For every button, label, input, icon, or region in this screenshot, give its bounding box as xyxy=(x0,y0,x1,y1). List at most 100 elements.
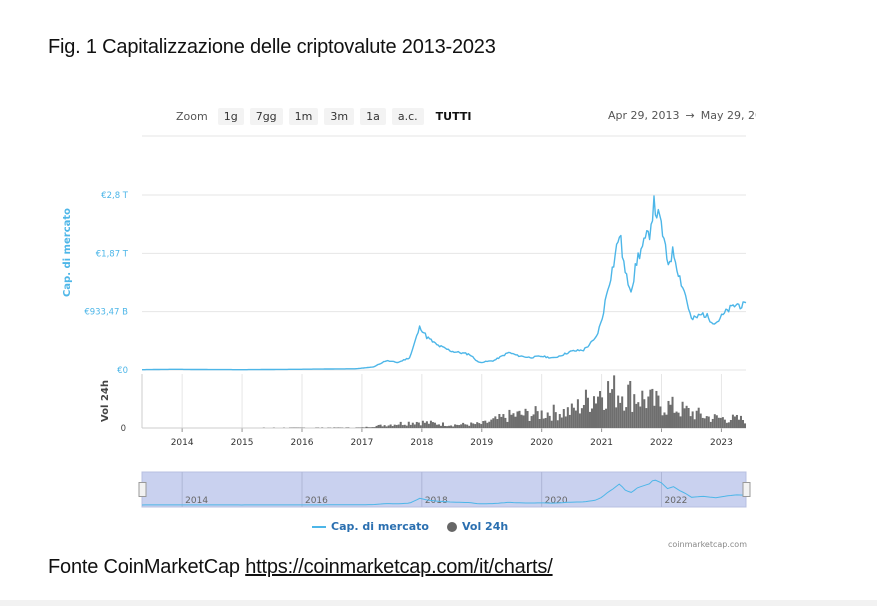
x-tick-label: 2018 xyxy=(410,438,433,448)
date-range-to[interactable]: May 29, 2023 xyxy=(700,109,756,122)
volume-bar xyxy=(719,417,722,428)
volume-bar xyxy=(526,411,529,428)
volume-bar xyxy=(460,424,463,428)
volume-bar xyxy=(403,424,406,428)
zoom-button-1d[interactable]: 1g xyxy=(217,107,244,125)
volume-bar xyxy=(524,408,527,428)
chart-credit[interactable]: coinmarketcap.com xyxy=(668,540,747,549)
date-range-from[interactable]: Apr 29, 2013 xyxy=(608,109,680,122)
zoom-button-1y[interactable]: 1a xyxy=(360,107,386,125)
volume-bar xyxy=(397,424,400,428)
volume-bar xyxy=(458,425,461,428)
volume-bar xyxy=(520,414,523,428)
volume-bar xyxy=(627,384,630,428)
volume-bar xyxy=(631,411,634,428)
volume-bar xyxy=(321,427,324,428)
volume-bar xyxy=(703,418,706,428)
y-axis-title: Cap. di mercato xyxy=(62,208,73,297)
volume-bar xyxy=(357,427,360,428)
volume-bar xyxy=(613,375,616,428)
volume-bar xyxy=(419,425,422,428)
volume-bar xyxy=(379,424,382,428)
volume-bar xyxy=(468,425,471,428)
x-tick-label: 2020 xyxy=(530,438,553,448)
zoom-button-7d[interactable]: 7gg xyxy=(249,107,283,125)
volume-bar xyxy=(580,408,583,428)
volume-bar xyxy=(488,421,491,428)
volume-bar xyxy=(534,406,537,428)
volume-bar xyxy=(413,424,416,428)
zoom-button-3m[interactable]: 3m xyxy=(324,107,355,125)
volume-bar xyxy=(637,402,640,428)
navigator-right-handle xyxy=(742,482,751,497)
volume-bar xyxy=(464,424,467,428)
volume-bar xyxy=(454,424,457,428)
volume-bar xyxy=(381,426,384,428)
volume-bar xyxy=(733,416,736,428)
volume-bar xyxy=(699,413,702,428)
zoom-button-all[interactable]: TUTTI xyxy=(435,109,472,123)
volume-bar xyxy=(681,401,684,428)
volume-bar xyxy=(375,425,378,428)
volume-bar xyxy=(421,420,424,428)
volume-bar xyxy=(437,424,440,428)
volume-bar xyxy=(377,424,380,428)
navigator-left-handle xyxy=(138,482,147,497)
volume-bar xyxy=(578,413,581,428)
volume-bar xyxy=(665,414,668,428)
x-tick-label: 2021 xyxy=(590,438,613,448)
volume-bar xyxy=(425,421,428,428)
x-tick-label: 2022 xyxy=(650,438,673,448)
legend-line-icon xyxy=(312,525,326,528)
volume-bar xyxy=(590,408,593,428)
volume-bar xyxy=(494,416,497,428)
zoom-button-1m[interactable]: 1m xyxy=(288,107,319,125)
volume-bar xyxy=(572,407,575,428)
volume-bar xyxy=(476,422,479,428)
legend-item-vol[interactable]: Vol 24h xyxy=(446,520,508,533)
volume-tick-label: 0 xyxy=(121,424,126,434)
volume-bar xyxy=(568,414,571,428)
volume-bar xyxy=(651,388,654,428)
volume-bar xyxy=(560,417,563,428)
volume-bar xyxy=(407,421,410,428)
volume-bar xyxy=(599,391,602,428)
source-prefix: Fonte CoinMarketCap xyxy=(48,556,246,578)
volume-bar xyxy=(691,411,694,428)
volume-bar xyxy=(617,395,620,428)
volume-bar xyxy=(707,416,710,428)
volume-bar xyxy=(653,405,656,428)
volume-bar xyxy=(649,389,652,428)
volume-bar xyxy=(518,410,521,428)
navigator-line xyxy=(141,479,747,506)
volume-bar xyxy=(629,380,632,428)
volume-bar xyxy=(659,406,662,428)
volume-bar xyxy=(480,424,483,428)
volume-bar xyxy=(371,427,374,428)
volume-bar xyxy=(506,421,509,428)
volume-bar xyxy=(697,407,700,428)
volume-bar xyxy=(385,426,388,428)
volume-bar xyxy=(395,425,398,428)
volume-bar xyxy=(444,425,447,428)
volume-bar xyxy=(528,420,531,428)
volume-bar xyxy=(711,418,714,428)
volume-bar xyxy=(452,426,455,428)
source-link[interactable]: https://coinmarketcap.com/it/charts/ xyxy=(245,556,553,578)
volume-bar xyxy=(373,427,376,428)
volume-bar xyxy=(611,389,614,428)
navigator-tick-label: 2020 xyxy=(545,496,568,506)
volume-bar xyxy=(347,427,350,428)
volume-bar xyxy=(508,409,511,428)
volume-bar xyxy=(677,412,680,428)
volume-axis-title: Vol 24h xyxy=(100,380,111,422)
volume-bar xyxy=(540,410,543,428)
zoom-button-ytd[interactable]: a.c. xyxy=(391,107,424,125)
volume-bar xyxy=(564,416,567,428)
volume-bar xyxy=(439,425,442,428)
volume-bar xyxy=(689,416,692,428)
legend-item-cap[interactable]: Cap. di mercato xyxy=(312,520,429,533)
volume-bar xyxy=(661,415,664,428)
volume-bar xyxy=(657,395,660,428)
